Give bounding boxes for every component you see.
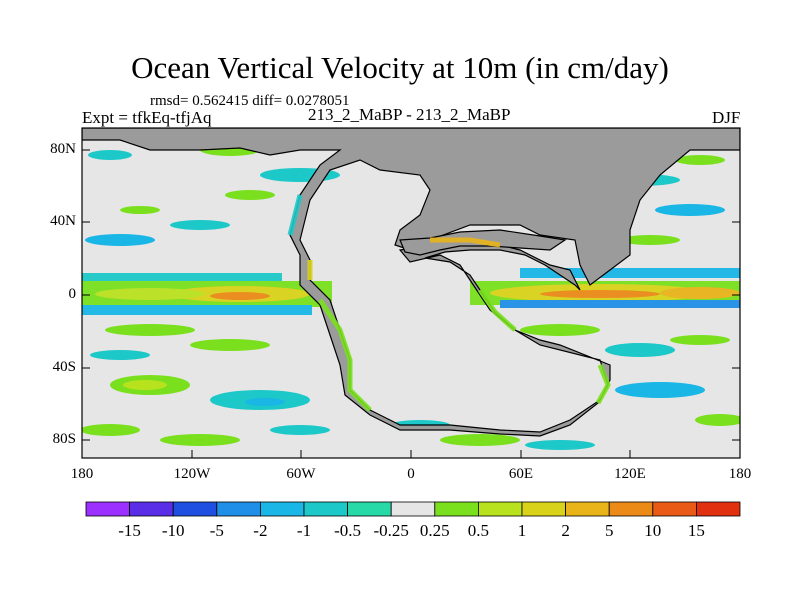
colorbar-swatch — [303, 501, 348, 517]
colorbar-tick-label: 15 — [687, 521, 705, 540]
colorbar-tick-label: 1 — [517, 521, 527, 540]
experiment-label: Expt = tfkEq-tfjAq — [82, 108, 212, 127]
x-tick-label: 120E — [614, 466, 646, 482]
colorbar-swatch — [477, 501, 523, 517]
y-tick-label: 40S — [52, 359, 76, 375]
stats-text: rmsd= 0.562415 diff= 0.0278051 — [150, 93, 350, 109]
colorbar — [85, 501, 741, 517]
colorbar-swatch — [696, 501, 741, 517]
colorbar-tick-label: 0.25 — [419, 521, 450, 540]
colorbar-swatch — [565, 501, 610, 517]
y-tick-label: 80S — [52, 431, 76, 447]
colorbar-swatch — [347, 501, 392, 517]
colorbar-swatch — [85, 501, 130, 517]
colorbar-tick-label: -0.25 — [373, 521, 409, 540]
y-tick-label: 80N — [50, 141, 76, 157]
coastal-fringe — [287, 194, 611, 412]
x-tick-label: 180 — [728, 466, 752, 482]
colorbar-swatch — [129, 501, 174, 517]
colorbar-tick-label: -2 — [253, 521, 268, 540]
colorbar-swatch — [259, 501, 305, 517]
colorbar-swatch — [521, 501, 566, 517]
colorbar-tick-label: -15 — [118, 521, 141, 540]
subtitle: 213_2_MaBP - 213_2_MaBP — [308, 105, 511, 124]
scattered-patches — [82, 144, 740, 450]
colorbar-tick-label: 10 — [644, 521, 662, 540]
y-tick-label: 40N — [50, 213, 76, 229]
colorbar-swatch — [390, 501, 436, 517]
x-tick-label: 180 — [70, 466, 94, 482]
season-label: DJF — [712, 108, 741, 127]
colorbar-tick-label: -10 — [161, 521, 185, 540]
colorbar-tick-label: 0.5 — [467, 521, 490, 540]
colorbar-swatch — [434, 501, 479, 517]
colorbar-tick-label: 2 — [561, 521, 570, 540]
colorbar-tick-label: -1 — [296, 521, 312, 540]
colorbar-tick-label: 5 — [604, 521, 614, 540]
colorbar-tick-label: -0.5 — [334, 521, 362, 540]
colorbar-swatch — [608, 501, 654, 517]
x-tick-label: 120W — [173, 466, 211, 482]
x-tick-label: 60E — [508, 466, 534, 482]
colorbar-swatch — [172, 501, 218, 517]
colorbar-swatch — [652, 501, 697, 517]
axis-ticks — [81, 149, 741, 458]
map-title: Ocean Vertical Velocity at 10m (in cm/da… — [131, 50, 669, 85]
colorbar-tick-label: -5 — [209, 521, 224, 540]
colorbar-swatch — [216, 501, 261, 517]
x-tick-label: 0 — [407, 466, 415, 482]
y-tick-label: 0 — [68, 286, 77, 302]
equatorial-field — [82, 268, 740, 315]
x-tick-label: 60W — [286, 466, 316, 482]
